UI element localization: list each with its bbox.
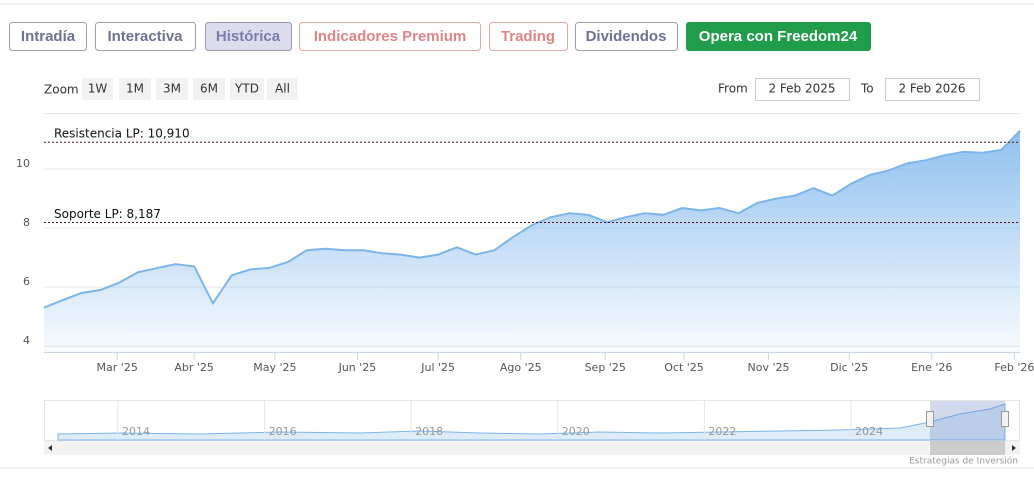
navigator-label: 2018 bbox=[415, 425, 443, 438]
from-input[interactable] bbox=[755, 78, 850, 101]
x-tick-label: Nov '25 bbox=[747, 361, 789, 374]
zoom-button-label[interactable]: 1W bbox=[88, 82, 108, 96]
zoom-button[interactable] bbox=[119, 78, 151, 100]
zoom-button-label[interactable]: 3M bbox=[163, 82, 181, 96]
date-range: From 2 Feb 2025 To 2 Feb 2026 bbox=[718, 78, 980, 101]
x-tick-label: Jul '25 bbox=[420, 361, 455, 374]
y-tick-label: 10 bbox=[16, 157, 30, 170]
x-tick-label: Dic '25 bbox=[830, 361, 868, 374]
zoom-controls: Zoom 1W 1M 3M 6M YTD All bbox=[44, 78, 298, 100]
to-label: To bbox=[860, 82, 874, 96]
from-label: From bbox=[718, 82, 748, 96]
x-tick-label: May '25 bbox=[253, 361, 296, 374]
tab[interactable] bbox=[489, 22, 568, 51]
navigator-handle[interactable] bbox=[1001, 411, 1009, 427]
tab[interactable] bbox=[95, 22, 196, 51]
x-tick-label: Abr '25 bbox=[174, 361, 214, 374]
x-tick-label: Sep '25 bbox=[585, 361, 626, 374]
zoom-button-label[interactable]: All bbox=[275, 82, 290, 96]
plot: 4 6 8 10 Mar '25 Abr '25 May '25 Jun '25 Jul '25… bbox=[16, 113, 1034, 374]
navigator-handle[interactable] bbox=[926, 411, 934, 427]
x-tick-label: Ago '25 bbox=[500, 361, 542, 374]
x-tick-label: Ene '26 bbox=[911, 361, 952, 374]
area-fill bbox=[44, 130, 1020, 352]
price-line bbox=[43, 130, 1021, 309]
plot-line-label: Soporte LP: 8,187 bbox=[54, 207, 161, 221]
y-tick-label: 8 bbox=[23, 216, 30, 229]
tab-label[interactable]: Dividendos bbox=[586, 28, 667, 45]
tab-active[interactable] bbox=[205, 22, 292, 51]
navigator: 2014 2016 2018 2020 2022 2024 bbox=[44, 400, 1020, 455]
navigator-label: 2024 bbox=[855, 425, 883, 438]
zoom-button-label[interactable]: 1M bbox=[126, 82, 144, 96]
tab-label[interactable]: Histórica bbox=[216, 28, 281, 45]
tab-label[interactable]: Opera con Freedom24 bbox=[699, 28, 858, 45]
zoom-label: Zoom bbox=[44, 83, 79, 97]
navigator-selection[interactable] bbox=[930, 401, 1005, 440]
to-input[interactable] bbox=[885, 78, 980, 101]
zoom-button[interactable] bbox=[82, 78, 113, 100]
tab-label[interactable]: Intradía bbox=[21, 28, 76, 45]
y-tick-label: 4 bbox=[23, 334, 30, 347]
credits: Estrategias de Inversión bbox=[909, 456, 1018, 467]
x-tick-label: Mar '25 bbox=[97, 361, 138, 374]
from-value[interactable]: 2 Feb 2025 bbox=[768, 82, 835, 96]
tab-label[interactable]: Indicadores Premium bbox=[314, 28, 467, 45]
zoom-button[interactable] bbox=[193, 78, 225, 100]
tab-cta[interactable] bbox=[686, 22, 871, 51]
tab-label[interactable]: Trading bbox=[501, 28, 555, 45]
tab[interactable] bbox=[575, 22, 678, 51]
zoom-button[interactable] bbox=[267, 78, 298, 100]
zoom-button[interactable] bbox=[230, 78, 264, 100]
x-tick-label: Feb '26 bbox=[994, 361, 1034, 374]
zoom-button-label[interactable]: YTD bbox=[234, 82, 259, 96]
navigator-series bbox=[57, 403, 1006, 441]
x-tick-label: Oct '25 bbox=[664, 361, 704, 374]
y-tick-label: 6 bbox=[23, 275, 30, 288]
tabs: Intradía Interactiva Histórica Indicador… bbox=[9, 22, 871, 51]
navigator-label: 2016 bbox=[269, 425, 297, 438]
zoom-button-label[interactable]: 6M bbox=[200, 82, 218, 96]
tab[interactable] bbox=[299, 22, 481, 51]
x-tick-label: Jun '25 bbox=[338, 361, 377, 374]
navigator-label: 2014 bbox=[122, 425, 150, 438]
navigator-label: 2022 bbox=[708, 425, 736, 438]
scrollbar-thumb[interactable] bbox=[930, 441, 1005, 455]
tab-label[interactable]: Interactiva bbox=[107, 28, 183, 45]
scrollbar[interactable] bbox=[44, 441, 1020, 455]
to-value[interactable]: 2 Feb 2026 bbox=[898, 82, 965, 96]
plot-line-label: Resistencia LP: 10,910 bbox=[54, 127, 190, 141]
zoom-button[interactable] bbox=[156, 78, 188, 100]
navigator-label: 2020 bbox=[562, 425, 590, 438]
tab[interactable] bbox=[9, 22, 87, 51]
